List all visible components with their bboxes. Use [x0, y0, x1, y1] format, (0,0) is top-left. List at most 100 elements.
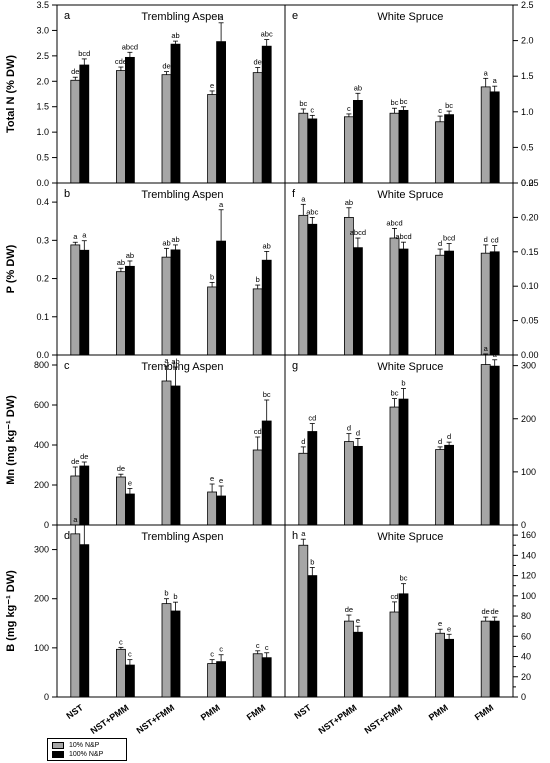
y-tick-label: 600: [34, 400, 49, 410]
significance-letter: d: [301, 437, 305, 446]
bar-10pct: [161, 256, 172, 356]
bar-10pct: [252, 288, 263, 356]
bar-10pct: [116, 70, 126, 184]
x-category-label: FMM: [245, 702, 268, 722]
significance-letter: b: [401, 378, 405, 387]
significance-letter: e: [210, 474, 214, 483]
significance-letter: bc: [391, 98, 399, 107]
significance-letter: e: [210, 81, 214, 90]
significance-letter: d: [484, 235, 488, 244]
bar-10pct: [298, 214, 309, 356]
bar-100pct: [261, 45, 272, 184]
bar-10pct: [161, 380, 172, 526]
x-category-label: NST+PMM: [317, 702, 359, 736]
bar-10pct: [480, 364, 491, 526]
significance-letter: b: [164, 589, 168, 598]
significance-letter: c: [210, 650, 214, 659]
bar-100pct: [352, 100, 363, 184]
panel-letter: a: [64, 10, 71, 22]
bar-100pct: [79, 249, 90, 356]
y-tick-label: 3.5: [36, 0, 49, 10]
significance-letter: de: [162, 62, 170, 71]
bar-10pct: [207, 491, 218, 526]
significance-letter: c: [438, 106, 442, 115]
y-tick-label: 800: [34, 360, 49, 370]
significance-letter: abcd: [386, 218, 402, 227]
bar-100pct: [444, 638, 455, 698]
y-tick-label: 0.1: [36, 312, 49, 322]
bar-100pct: [170, 385, 181, 526]
bar-100pct: [398, 398, 409, 526]
y-tick-label: 2.5: [521, 0, 534, 10]
significance-letter: a: [73, 232, 78, 241]
bar-10pct: [389, 112, 400, 184]
y-tick-label: 0.4: [36, 197, 49, 207]
x-category-label: NST: [64, 702, 85, 721]
y-tick-label: 0.05: [521, 316, 539, 326]
y-tick-label: 200: [521, 414, 536, 424]
significance-letter: d: [356, 428, 360, 437]
significance-letter: e: [356, 616, 360, 625]
bar-10pct: [343, 216, 354, 356]
significance-letter: a: [73, 515, 78, 524]
y-tick-label: 140: [521, 550, 536, 560]
significance-letter: ab: [171, 235, 179, 244]
bar-10pct: [343, 620, 354, 698]
panel-letter: g: [292, 360, 298, 372]
panel-title: White Spruce: [377, 531, 443, 543]
significance-letter: de: [254, 58, 262, 67]
bar-100pct: [352, 247, 363, 356]
significance-letter: ab: [171, 357, 179, 366]
bar-100pct: [444, 114, 455, 184]
y-tick-label: 0.0: [36, 350, 49, 360]
bar-100pct: [307, 223, 318, 356]
x-category-label: NST+FMM: [363, 702, 405, 735]
significance-letter: b: [173, 592, 177, 601]
bar-10pct: [298, 544, 309, 698]
bar-10pct: [435, 254, 446, 356]
significance-letter: a: [493, 76, 498, 85]
significance-letter: de: [117, 464, 125, 473]
bar-100pct: [125, 493, 135, 526]
legend-item-100: 100% N&P: [52, 751, 103, 758]
y-axis-label: P (% DW): [5, 244, 17, 293]
bar-100pct: [352, 445, 363, 526]
bar-100pct: [125, 56, 135, 184]
y-tick-label: 0.2: [36, 274, 49, 284]
significance-letter: de: [491, 607, 499, 616]
significance-letter: bcd: [443, 234, 455, 243]
significance-letter: bc: [299, 99, 307, 108]
bar-10pct: [207, 663, 218, 698]
bar-100pct: [352, 631, 363, 698]
significance-letter: cd: [491, 236, 499, 245]
bar-100pct: [170, 43, 181, 184]
bar-10pct: [343, 116, 354, 184]
y-tick-label: 0.5: [36, 153, 49, 163]
bar-100pct: [398, 593, 409, 698]
x-category-label: PMM: [427, 702, 450, 722]
significance-letter: bc: [263, 390, 271, 399]
significance-letter: cd: [254, 427, 262, 436]
panel-title: Trembling Aspen: [141, 531, 223, 543]
bar-10pct: [161, 74, 172, 184]
significance-letter: a: [301, 529, 306, 538]
y-tick-label: 0.5: [521, 142, 534, 152]
significance-letter: e: [447, 624, 451, 633]
panel-title: Trembling Aspen: [141, 361, 223, 373]
significance-letter: bc: [445, 101, 453, 110]
bar-100pct: [489, 365, 500, 526]
significance-letter: b: [256, 275, 260, 284]
panel-title: White Spruce: [377, 11, 443, 23]
y-tick-label: 1.0: [521, 107, 534, 117]
x-category-label: NST+FMM: [135, 702, 177, 735]
panel-letter: b: [64, 188, 70, 200]
bar-100pct: [216, 41, 227, 184]
significance-letter: a: [493, 350, 498, 359]
significance-letter: b: [310, 557, 314, 566]
y-tick-label: 1.5: [521, 71, 534, 81]
significance-letter: e: [128, 478, 132, 487]
bar-100pct: [489, 251, 500, 356]
significance-letter: b: [210, 272, 214, 281]
bar-10pct: [252, 72, 263, 184]
y-axis-label: Mn (mg kg⁻¹ DW): [5, 395, 17, 485]
